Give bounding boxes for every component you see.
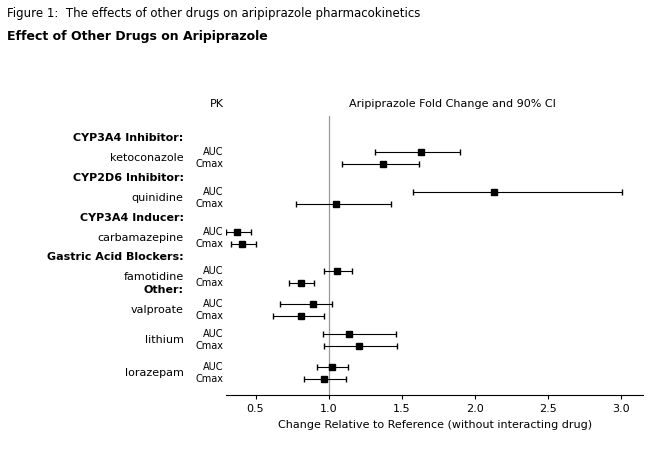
Text: carbamazepine: carbamazepine: [98, 233, 184, 243]
Text: AUC: AUC: [203, 147, 224, 157]
Text: AUC: AUC: [203, 299, 224, 309]
Text: AUC: AUC: [203, 329, 224, 339]
Text: Cmax: Cmax: [195, 199, 224, 209]
Text: Cmax: Cmax: [195, 239, 224, 249]
Text: CYP3A4 Inducer:: CYP3A4 Inducer:: [79, 213, 184, 223]
Text: ketoconazole: ketoconazole: [110, 153, 184, 163]
Text: AUC: AUC: [203, 362, 224, 372]
Text: Figure 1:  The effects of other drugs on aripiprazole pharmacokinetics: Figure 1: The effects of other drugs on …: [7, 7, 420, 20]
Text: lorazepam: lorazepam: [125, 368, 184, 378]
X-axis label: Change Relative to Reference (without interacting drug): Change Relative to Reference (without in…: [277, 419, 592, 429]
Text: Cmax: Cmax: [195, 278, 224, 288]
Text: valproate: valproate: [131, 305, 184, 315]
Text: Gastric Acid Blockers:: Gastric Acid Blockers:: [47, 252, 184, 262]
Text: CYP2D6 Inhibitor:: CYP2D6 Inhibitor:: [73, 173, 184, 183]
Text: Cmax: Cmax: [195, 311, 224, 321]
Text: quinidine: quinidine: [132, 193, 184, 203]
Text: PK: PK: [210, 99, 224, 109]
Text: AUC: AUC: [203, 227, 224, 237]
Text: Cmax: Cmax: [195, 374, 224, 384]
Text: Cmax: Cmax: [195, 159, 224, 169]
Text: famotidine: famotidine: [123, 272, 184, 282]
Text: Cmax: Cmax: [195, 341, 224, 351]
Text: Effect of Other Drugs on Aripiprazole: Effect of Other Drugs on Aripiprazole: [7, 30, 267, 43]
Text: lithium: lithium: [145, 336, 184, 345]
Text: AUC: AUC: [203, 187, 224, 197]
Text: Aripiprazole Fold Change and 90% CI: Aripiprazole Fold Change and 90% CI: [350, 99, 556, 109]
Text: CYP3A4 Inhibitor:: CYP3A4 Inhibitor:: [73, 133, 184, 143]
Text: AUC: AUC: [203, 266, 224, 276]
Text: Other:: Other:: [144, 285, 184, 295]
